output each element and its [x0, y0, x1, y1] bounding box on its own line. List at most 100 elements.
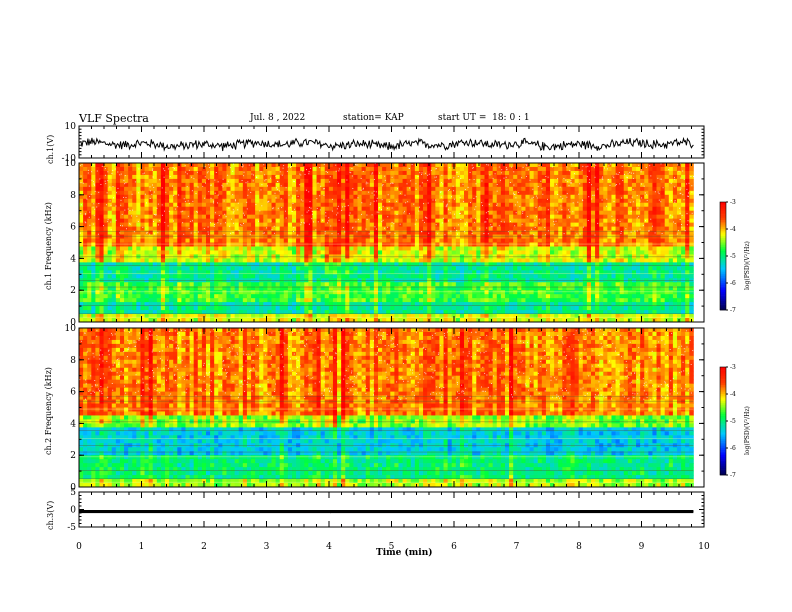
ch1-spectrogram-cell [513, 174, 518, 180]
ch1-spectrogram-cell [140, 262, 145, 267]
ch1-spectrogram-cell [193, 266, 199, 271]
ch1-spectrogram-cell [644, 262, 649, 267]
ch1-spectrogram-cell [291, 266, 297, 271]
ch1-spectrogram-cell [636, 178, 641, 184]
ch1-spectrogram-cell [672, 163, 678, 168]
ch1-spectrogram-cell [672, 282, 678, 287]
ch1-spectrogram-cell [296, 202, 301, 208]
ch1-spectrogram-cell [685, 270, 690, 275]
ch1-spectrogram-cell [259, 266, 264, 271]
ch1-spectrogram-cell [177, 242, 182, 247]
ch1-spectrogram-cell [611, 242, 616, 247]
ch1-spectrogram-cell [255, 258, 260, 263]
ch1-spectrogram-cell [676, 194, 682, 200]
ch1-spectrogram-cell [271, 214, 276, 220]
ch1-spectrogram-cell [480, 194, 485, 200]
ch1-spectrogram-cell [378, 190, 383, 196]
ch1-spectrogram-cell [181, 234, 186, 239]
ch1-spectrogram-cell [308, 238, 313, 243]
ch1-spectrogram-cell [537, 170, 543, 176]
ch1-spectrogram-cell [296, 182, 301, 188]
ch1-spectrogram-cell [193, 250, 199, 255]
ch1-spectrogram-cell [353, 222, 358, 228]
ch1-spectrogram-cell [169, 230, 174, 235]
ch1-spectrogram-cell [509, 242, 514, 247]
ch1-spectrogram-cell [492, 174, 498, 180]
ch1-spectrogram-cell [156, 270, 162, 275]
ch1-spectrogram-cell [132, 226, 137, 231]
ch1-spectrogram-cell [390, 166, 395, 172]
ch1-spectrogram-cell [554, 222, 559, 228]
ch1-spectrogram-cell [488, 186, 494, 192]
ch1-spectrogram-cell [173, 250, 178, 255]
ch1-spectrogram-cell [132, 186, 137, 192]
ch1-spectrogram-cell [369, 258, 375, 263]
ch1-spectrogram-cell [414, 226, 420, 231]
ch1-spectrogram-cell [136, 222, 141, 228]
ch1-spectrogram-cell [341, 222, 346, 228]
ch1-spectrogram-cell [500, 202, 506, 208]
ch1-spectrogram-cell [459, 206, 465, 212]
ch1-spectrogram-cell [365, 218, 371, 224]
ch1-spectrogram-cell [148, 206, 154, 212]
ch1-spectrogram-cell [345, 286, 350, 291]
ch1-spectrogram-cell [537, 214, 543, 220]
ch1-spectrogram-cell [414, 250, 420, 255]
ch1-spectrogram-cell [435, 170, 440, 176]
ch1-spectrogram-cell [398, 230, 403, 235]
ch1-spectrogram-cell [459, 163, 465, 168]
ch1-spectrogram-cell [361, 174, 367, 180]
ch1-spectrogram-cell [287, 194, 293, 200]
ch1-spectrogram-cell [79, 174, 84, 180]
ch1-spectrogram-cell [476, 178, 481, 184]
ch1-spectrogram-cell [410, 262, 416, 267]
ch1-spectrogram-cell [156, 170, 162, 176]
ch1-spectrogram-cell [443, 163, 449, 168]
ch1-spectrogram-cell [504, 174, 510, 180]
ch1-spectrogram-cell [480, 178, 485, 184]
ch1-spectrogram-cell [148, 242, 154, 247]
ch1-spectrogram-cell [648, 222, 653, 228]
ch1-spectrogram-cell [652, 282, 657, 287]
ch1-spectrogram-cell [210, 210, 215, 216]
ch1-spectrogram-cell [644, 270, 649, 275]
ch1-spectrogram-cell [435, 206, 440, 212]
ch1-spectrogram-cell [287, 206, 293, 212]
ch1-spectrogram-cell [373, 194, 379, 200]
ch1-spectrogram-cell [398, 270, 403, 275]
ch1-spectrogram-cell [472, 238, 477, 243]
ch1-spectrogram-cell [554, 282, 559, 287]
ch1-spectrogram-cell [623, 230, 629, 235]
ch1-spectrogram-cell [644, 210, 649, 216]
ch1-spectrogram-cell [337, 250, 342, 255]
ch1-spectrogram-cell [595, 174, 600, 180]
ch1-spectrogram-cell [251, 238, 256, 243]
ch1-spectrogram-cell [521, 230, 526, 235]
ch1-spectrogram-cell [173, 290, 178, 295]
ch1-waveform-ytick-label-0: 10 [65, 122, 77, 132]
ch1-spectrogram-cell [517, 218, 522, 224]
ch1-spectrogram-cell [271, 194, 276, 200]
ch1-spectrogram-cell [615, 163, 621, 168]
ch1-spectrogram-cell [431, 182, 436, 188]
ch1-spectrogram-cell [87, 190, 92, 196]
ch1-spectrogram-cell [652, 226, 657, 231]
ch1-spectrogram-cell [332, 210, 338, 216]
ch1-spectrogram-cell [287, 230, 293, 235]
ch1-spectrogram-cell [369, 282, 375, 287]
ch1-spectrogram-cell [468, 218, 473, 224]
ch1-spectrogram-cell [562, 262, 567, 267]
ch1-spectrogram-cell [263, 166, 268, 172]
ch1-spectrogram-cell [152, 266, 158, 271]
ch1-spectrogram-cell [197, 182, 203, 188]
ch1-spectrogram-cell [636, 218, 641, 224]
ch1-spectrogram-cell [435, 194, 440, 200]
ch1-spectrogram-cell [148, 230, 154, 235]
ch1-spectrogram-cell [144, 266, 150, 271]
ch1-spectrogram-cell [349, 242, 354, 247]
ch1-spectrogram-cell [386, 282, 391, 287]
ch1-spectrogram-cell [418, 194, 424, 200]
ch1-spectrogram-cell [103, 266, 109, 271]
ch1-spectrogram-cell [492, 250, 498, 255]
ch1-spectrogram-cell [251, 170, 256, 176]
